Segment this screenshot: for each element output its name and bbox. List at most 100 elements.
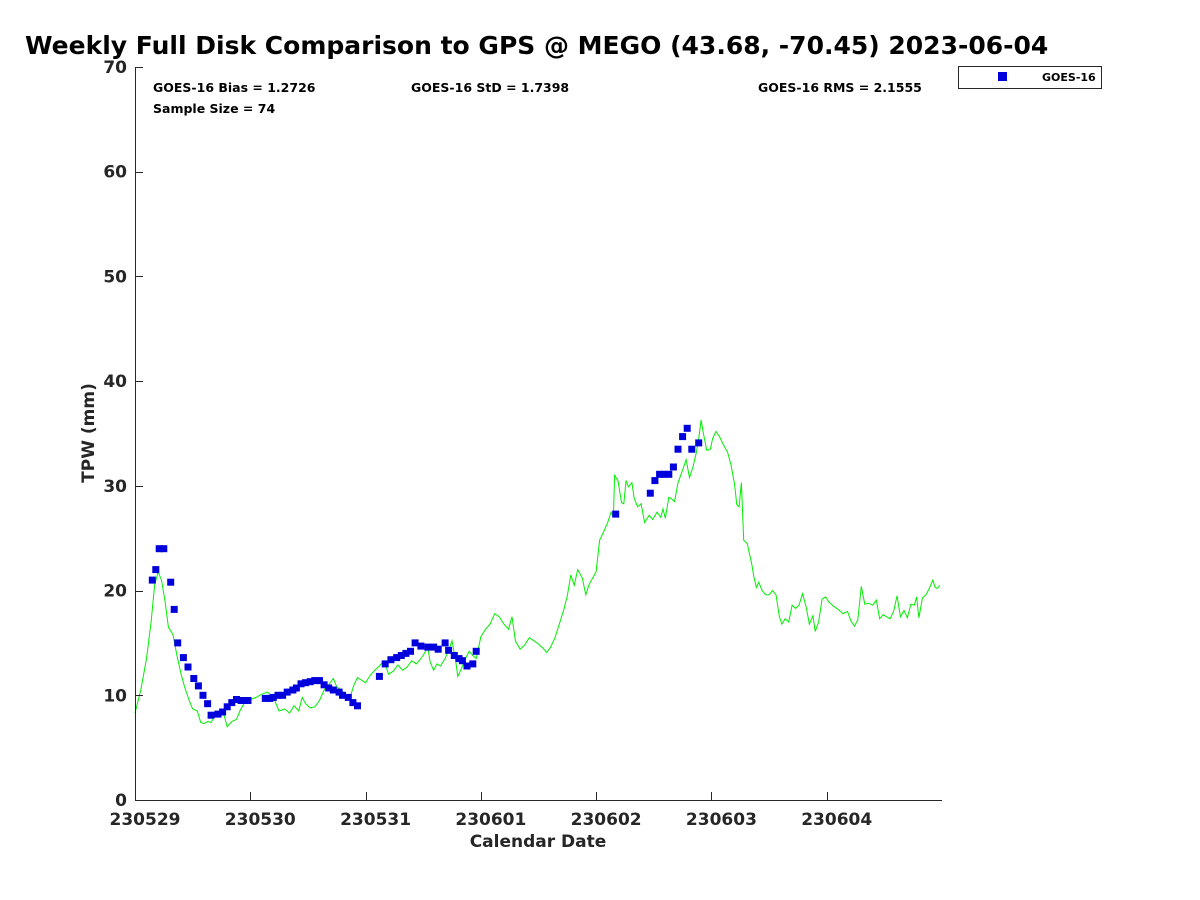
series-point — [387, 656, 395, 664]
series-point — [695, 439, 703, 447]
series-point — [407, 647, 414, 655]
stat-std: GOES-16 StD = 1.7398 — [411, 80, 569, 95]
series-point — [472, 647, 480, 655]
series-point — [651, 477, 659, 485]
series-point — [160, 545, 168, 553]
x-tick-label: 230601 — [455, 810, 526, 830]
series-point — [174, 639, 182, 647]
y-tick-label: 70 — [103, 58, 127, 78]
series-point — [450, 652, 458, 659]
series-point — [463, 662, 471, 670]
ticks-layer: 0 10 20 30 40 50 60 70 230529 230530 230531 230601 2… — [103, 58, 872, 830]
series-point — [339, 691, 346, 699]
x-tick-label: 230602 — [571, 810, 642, 830]
series-point — [204, 700, 212, 708]
series-point — [167, 578, 175, 586]
series-point — [669, 463, 677, 471]
series-point — [325, 684, 333, 692]
series-point — [683, 424, 691, 432]
y-axis-label: TPW (mm) — [79, 383, 99, 483]
plot-area: 0 10 20 30 40 50 60 70 230529 230530 230531 230601 2… — [103, 58, 942, 830]
series-point — [306, 678, 314, 686]
series-point — [274, 691, 282, 699]
series-point — [194, 682, 202, 690]
y-tick-label: 20 — [103, 582, 127, 602]
series-point — [660, 470, 668, 478]
series-point — [311, 677, 319, 685]
x-tick-label: 230530 — [225, 810, 296, 830]
series-point — [612, 510, 620, 518]
x-tick-label: 230604 — [801, 810, 872, 830]
series-point — [688, 445, 696, 453]
series-point — [320, 681, 328, 689]
stat-rms: GOES-16 RMS = 2.1555 — [758, 80, 922, 95]
series-point — [393, 654, 401, 662]
series-point — [279, 691, 287, 699]
series-line — [134, 419, 941, 728]
chart-title: Weekly Full Disk Comparison to GPS @ MEG… — [25, 31, 1048, 60]
series-point — [665, 470, 673, 478]
stat-bias: GOES-16 Bias = 1.2726 — [153, 80, 316, 95]
series-point — [424, 643, 432, 651]
series-point — [179, 654, 187, 662]
y-tick-label: 60 — [103, 163, 127, 183]
series-point — [316, 677, 323, 685]
series-point — [199, 691, 207, 699]
series-point — [184, 663, 192, 671]
series-point — [402, 649, 410, 657]
series-point — [397, 652, 405, 659]
series-point — [214, 710, 222, 718]
series-layer — [134, 419, 941, 728]
y-tick-label: 50 — [103, 267, 127, 287]
series-point — [148, 576, 156, 584]
series-point — [269, 693, 277, 701]
series-point — [674, 445, 682, 453]
series-point — [302, 679, 310, 687]
x-tick-label: 230529 — [110, 810, 181, 830]
plot-background — [135, 67, 942, 800]
series-point — [170, 605, 178, 613]
series-point — [417, 642, 425, 650]
series-point — [375, 672, 383, 680]
series-point — [434, 645, 442, 653]
series-point — [237, 697, 245, 704]
series-point — [656, 470, 664, 478]
x-tick-label: 230531 — [340, 810, 411, 830]
series-point — [349, 699, 357, 707]
series-point — [344, 693, 352, 701]
series-point — [261, 694, 269, 702]
stat-sample-size: Sample Size = 74 — [153, 101, 275, 116]
y-tick-label: 0 — [115, 791, 127, 811]
series-point — [283, 688, 291, 696]
series-point — [646, 489, 654, 497]
series-point — [292, 684, 300, 692]
legend-label-goes16: GOES-16 — [1042, 71, 1096, 84]
series-point — [297, 680, 305, 688]
series-point — [381, 660, 389, 668]
series-point — [469, 660, 477, 668]
series-point — [445, 646, 453, 654]
legend-box — [958, 66, 1102, 89]
y-tick-label: 40 — [103, 372, 127, 392]
series-point — [354, 702, 361, 710]
x-tick-label: 230603 — [686, 810, 757, 830]
legend-marker-goes16 — [998, 72, 1007, 81]
series-point — [152, 566, 160, 574]
x-axis-label: Calendar Date — [470, 832, 607, 852]
series-point — [155, 545, 163, 553]
series-point — [223, 703, 231, 711]
series-point — [190, 675, 198, 682]
series-point — [329, 686, 337, 694]
y-tick-label: 10 — [103, 686, 127, 706]
legend: GOES-16 — [958, 66, 1102, 89]
series-point — [219, 708, 227, 716]
series-point — [233, 696, 240, 703]
series-point — [679, 433, 687, 441]
series-point — [430, 643, 438, 651]
series-point — [244, 697, 252, 704]
series-point — [458, 657, 466, 665]
series-point — [207, 711, 215, 719]
series-point — [411, 639, 419, 647]
y-tick-label: 30 — [103, 477, 127, 497]
